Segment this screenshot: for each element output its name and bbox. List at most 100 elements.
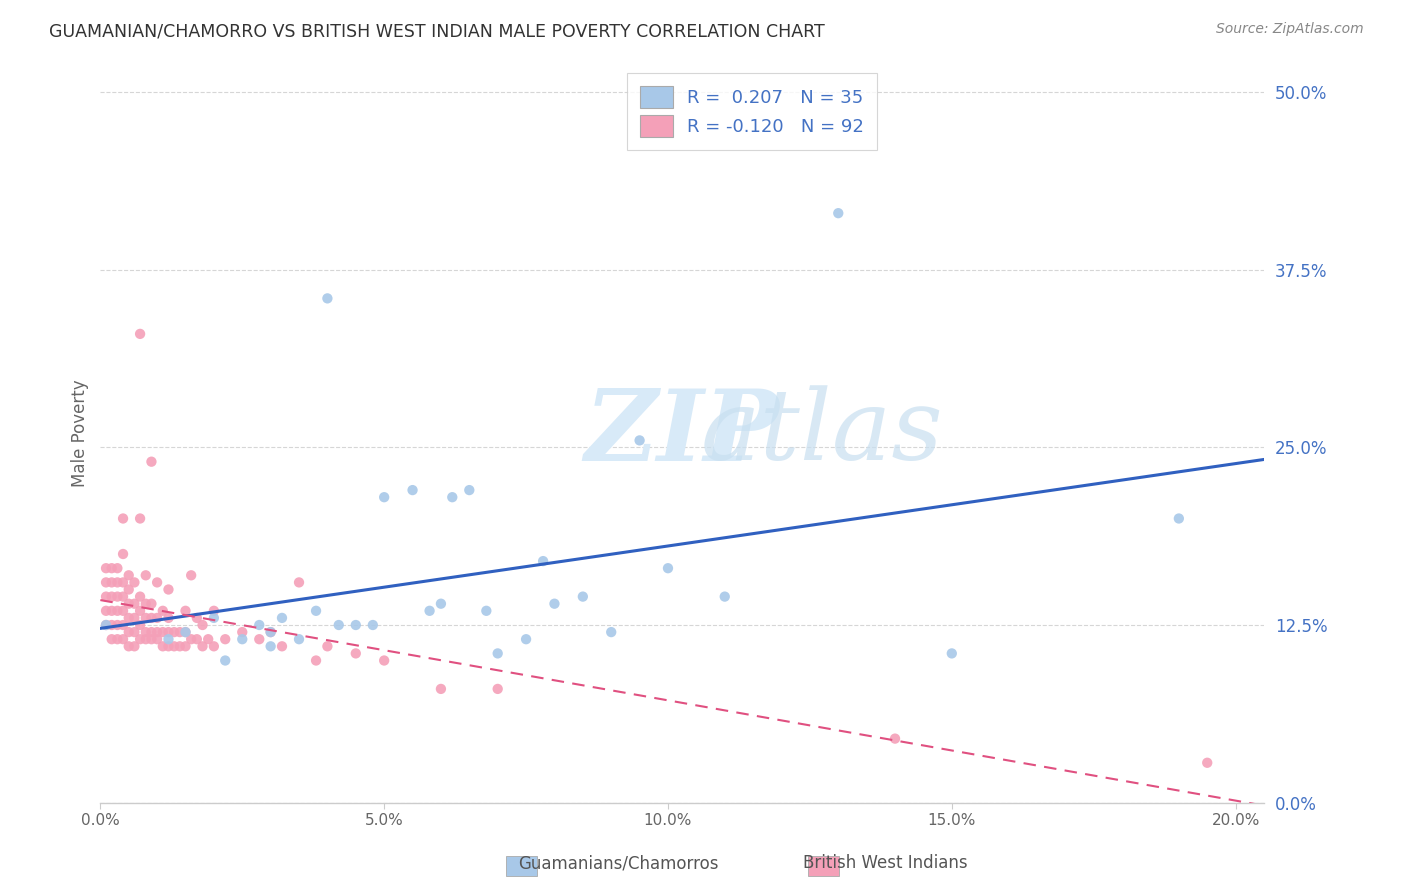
Point [401,483,423,497]
Point [135,568,157,582]
Text: British West Indians: British West Indians [803,855,969,872]
Point [124,611,146,625]
Point [419,604,441,618]
Point [231,625,253,640]
Point [100,561,122,575]
Point [124,640,146,654]
Point [430,597,453,611]
Point [105,604,128,618]
Point [141,632,163,647]
Point [105,590,128,604]
Point [118,611,141,625]
Point [657,561,679,575]
Point [713,590,735,604]
Point [100,632,122,647]
Point [157,632,180,647]
Point [305,604,328,618]
Point [169,625,191,640]
Point [174,625,197,640]
Point [214,632,236,647]
Point [157,640,180,654]
Legend: R =  0.207   N = 35, R = -0.120   N = 92: R = 0.207 N = 35, R = -0.120 N = 92 [627,73,876,150]
Y-axis label: Male Poverty: Male Poverty [72,379,89,487]
Point [271,640,294,654]
Point [118,582,141,597]
Point [129,326,152,341]
Point [202,640,225,654]
Point [100,590,122,604]
Point [124,597,146,611]
Point [344,618,367,632]
Point [247,632,270,647]
Point [515,632,537,647]
Point [157,611,180,625]
Text: Guamanians/Chamorros: Guamanians/Chamorros [519,855,718,872]
Point [941,647,963,661]
Point [94,590,117,604]
Point [157,582,180,597]
Point [328,618,350,632]
Point [1167,511,1189,525]
Point [129,632,152,647]
Point [600,625,623,640]
Point [174,604,197,618]
Point [259,640,281,654]
Point [146,632,169,647]
Point [112,511,135,525]
Point [118,568,141,582]
Text: GUAMANIAN/CHAMORRO VS BRITISH WEST INDIAN MALE POVERTY CORRELATION CHART: GUAMANIAN/CHAMORRO VS BRITISH WEST INDIA… [49,22,825,40]
Point [105,632,128,647]
Point [174,640,197,654]
Point [373,653,395,667]
Text: atlas: atlas [700,385,943,481]
Point [100,604,122,618]
Point [174,625,197,640]
Point [186,632,208,647]
Point [94,618,117,632]
Point [186,611,208,625]
Point [112,547,135,561]
Point [124,575,146,590]
Point [169,640,191,654]
Point [231,632,253,647]
Point [129,590,152,604]
Point [112,632,135,647]
Point [100,575,122,590]
Point [157,625,180,640]
Point [1197,756,1219,770]
Point [163,625,186,640]
Point [105,561,128,575]
Point [94,575,117,590]
Point [118,625,141,640]
Point [94,561,117,575]
Point [486,647,509,661]
Point [288,632,311,647]
Point [112,590,135,604]
Point [94,604,117,618]
Point [124,625,146,640]
Point [271,611,294,625]
Point [316,292,339,306]
Point [135,611,157,625]
Point [141,625,163,640]
Point [202,604,225,618]
Point [146,625,169,640]
Text: ZIP: ZIP [585,385,780,482]
Point [543,597,565,611]
Point [129,604,152,618]
Point [373,490,395,504]
Point [197,632,219,647]
Point [572,590,595,604]
Point [135,625,157,640]
Point [141,597,163,611]
Point [129,618,152,632]
Point [247,618,270,632]
Point [628,434,651,448]
Point [214,653,236,667]
Point [180,632,202,647]
Point [344,647,367,661]
Point [884,731,907,746]
Point [202,611,225,625]
Point [259,625,281,640]
Point [827,206,849,220]
